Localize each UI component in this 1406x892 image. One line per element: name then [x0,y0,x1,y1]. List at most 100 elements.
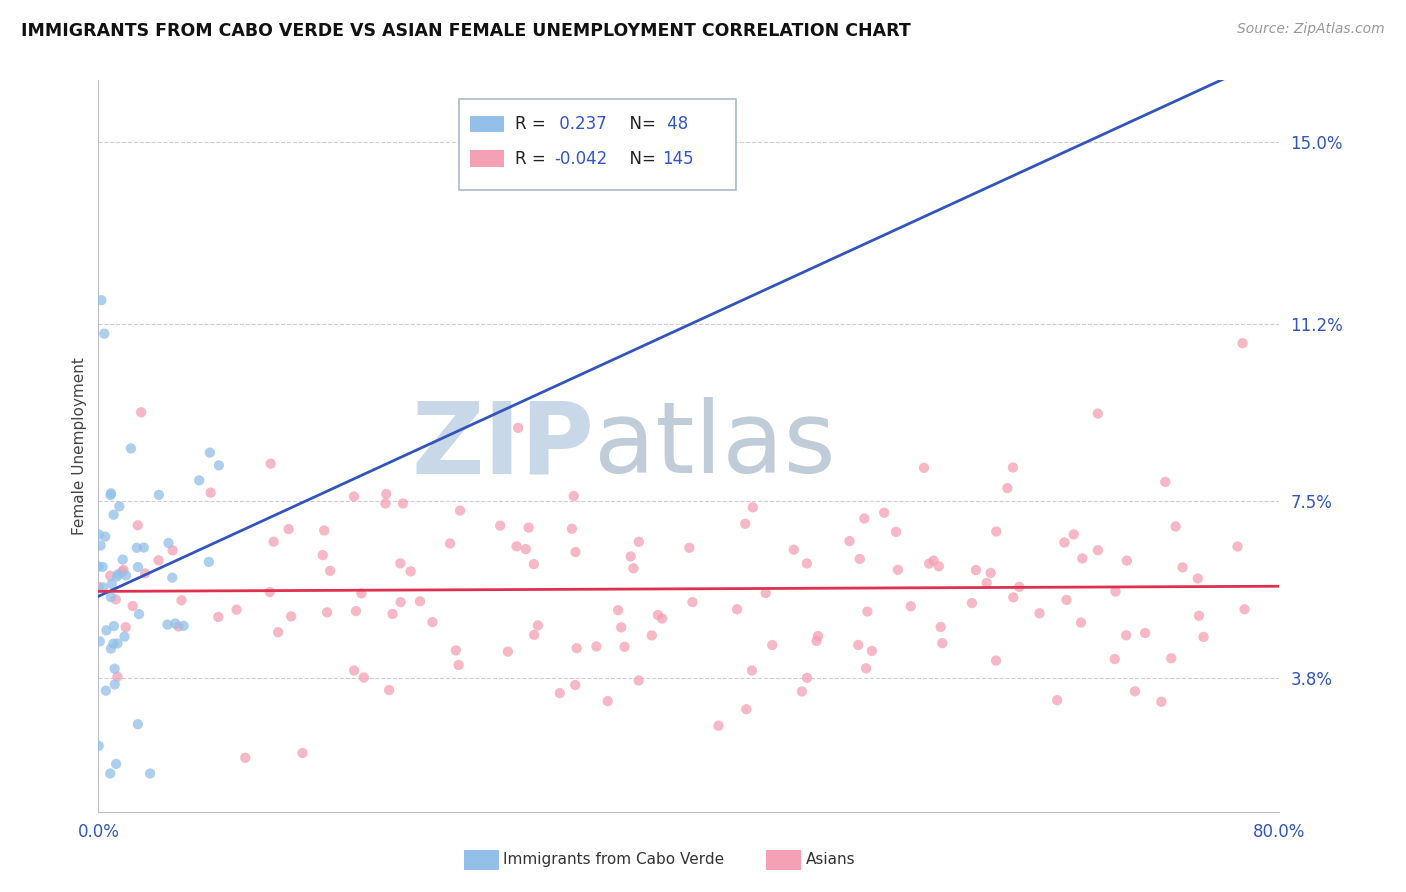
Text: 48: 48 [662,115,688,133]
Point [381,607,404,621]
Point [111,565,134,579]
Point [734,516,756,531]
Point [399,565,422,579]
Point [928,559,950,574]
Point [517,520,540,534]
Point [291,746,314,760]
Point [1053,535,1076,549]
Point [856,605,879,619]
Point [627,534,650,549]
Point [1087,543,1109,558]
Point [198,555,221,569]
Point [157,536,180,550]
Point [997,481,1019,495]
Point [280,609,302,624]
Point [129,405,152,419]
Point [100,486,122,500]
Point [783,542,806,557]
Point [565,641,588,656]
Point [198,445,221,459]
Text: Asians: Asians [806,853,855,867]
Point [107,567,129,582]
Point [1133,626,1156,640]
Point [314,524,336,538]
Point [96,624,118,638]
Point [233,751,256,765]
Point [107,670,129,684]
Point [1070,615,1092,630]
FancyBboxPatch shape [471,151,503,167]
Point [1046,693,1069,707]
Point [884,524,907,539]
Point [120,442,142,456]
Point [105,569,128,583]
Point [1087,407,1109,421]
Point [165,616,187,631]
Point [90,539,112,553]
Point [564,678,586,692]
Point [548,686,571,700]
Text: atlas: atlas [595,398,837,494]
Point [838,534,860,549]
FancyBboxPatch shape [471,116,503,132]
Point [887,563,910,577]
Point [623,561,645,575]
Point [980,566,1002,580]
Point [148,553,170,567]
Point [707,719,730,733]
Point [114,620,136,634]
Point [1002,591,1025,605]
Text: Source: ZipAtlas.com: Source: ZipAtlas.com [1237,22,1385,37]
Point [1063,527,1085,541]
Text: N=: N= [619,115,661,133]
Point [807,629,830,643]
Point [647,607,669,622]
Point [207,610,229,624]
Point [620,549,643,564]
Point [922,553,945,567]
Y-axis label: Female Unemployment: Female Unemployment [72,357,87,535]
Point [128,607,150,621]
Point [741,500,763,515]
Point [89,634,111,648]
Point [960,596,983,610]
Point [855,661,877,675]
Point [114,630,136,644]
Point [515,542,537,557]
FancyBboxPatch shape [458,99,737,190]
Point [134,566,156,581]
Point [444,643,467,657]
Point [104,677,127,691]
Point [208,458,231,473]
Point [139,766,162,780]
Point [1226,540,1249,554]
Text: 0.237: 0.237 [554,115,607,133]
Point [790,684,813,698]
Point [98,766,121,780]
Point [931,636,953,650]
Point [127,717,149,731]
Point [90,293,112,308]
Point [1164,519,1187,533]
Point [103,637,125,651]
Point [125,541,148,555]
Point [976,576,998,591]
Point [375,487,398,501]
Point [1187,572,1209,586]
Text: Immigrants from Cabo Verde: Immigrants from Cabo Verde [503,853,724,867]
Point [627,673,650,688]
Point [98,568,121,582]
Point [873,506,896,520]
Point [259,585,281,599]
Text: IMMIGRANTS FROM CABO VERDE VS ASIAN FEMALE UNEMPLOYMENT CORRELATION CHART: IMMIGRANTS FROM CABO VERDE VS ASIAN FEMA… [21,22,911,40]
Point [918,557,941,571]
Point [94,530,117,544]
Point [263,534,285,549]
Point [422,615,444,629]
Point [651,611,673,625]
Point [350,586,373,600]
Point [1056,593,1078,607]
Point [108,500,131,514]
Point [725,602,748,616]
Point [105,756,128,771]
